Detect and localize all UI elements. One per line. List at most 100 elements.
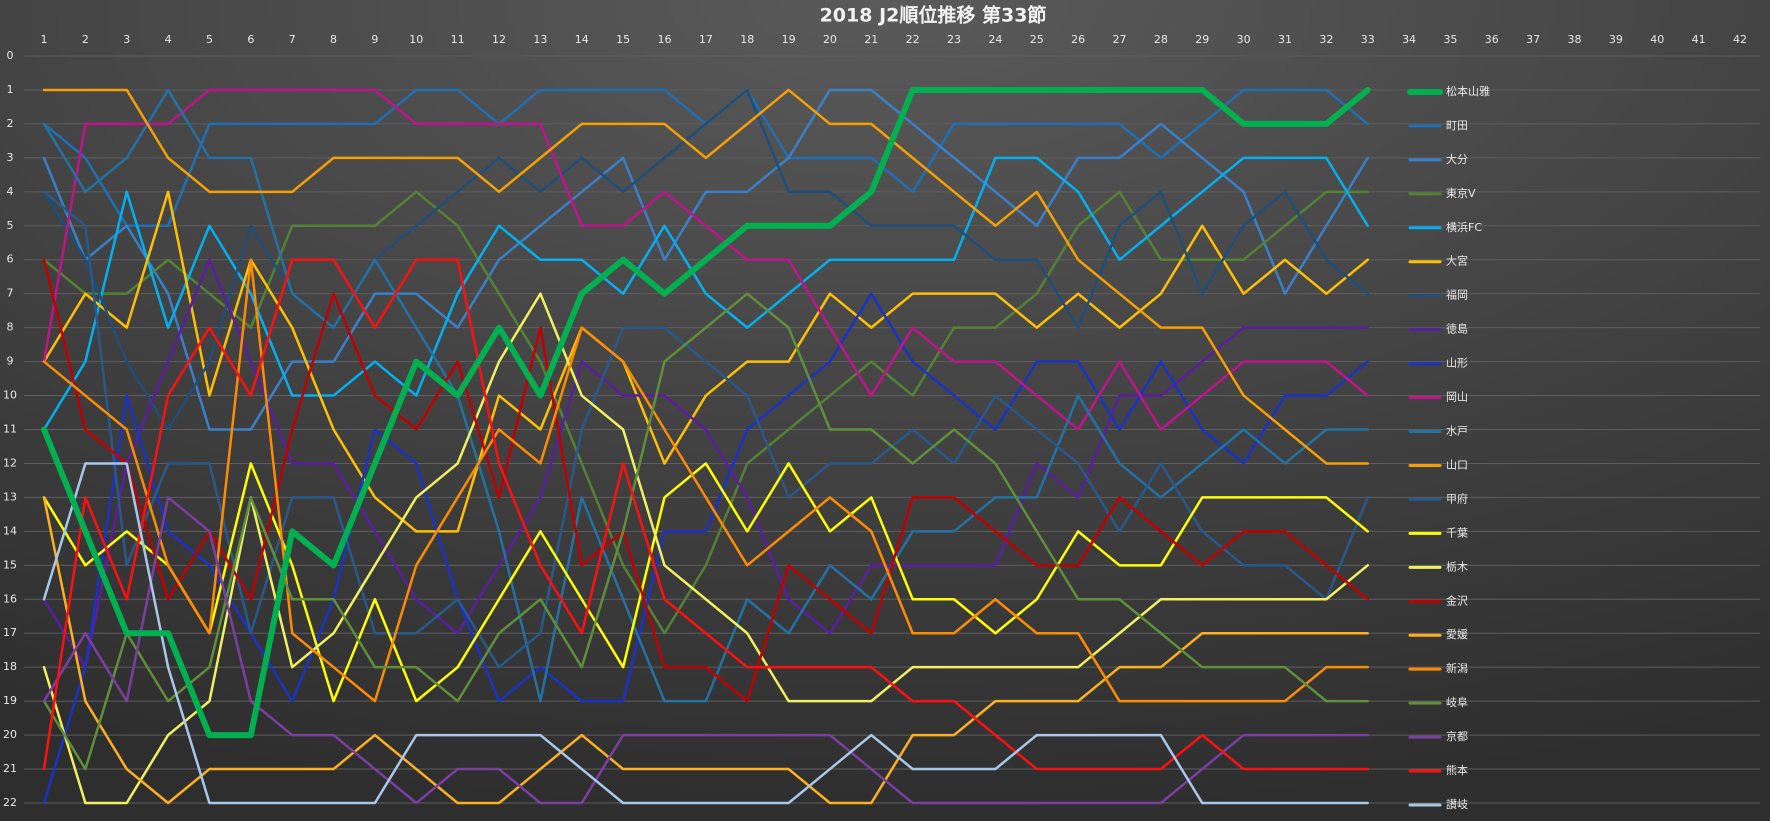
legend-label: 金沢 bbox=[1446, 593, 1468, 607]
legend-label: 熊本 bbox=[1446, 763, 1468, 777]
y-tick-label: 11 bbox=[3, 423, 17, 436]
x-tick-label: 17 bbox=[699, 33, 713, 46]
y-tick-label: 15 bbox=[3, 558, 17, 571]
chart-title: 2018 J2順位推移 第33節 bbox=[820, 4, 1047, 27]
x-tick-label: 7 bbox=[289, 33, 296, 46]
plot bbox=[41, 86, 1371, 805]
legend-label: 岡山 bbox=[1446, 391, 1468, 404]
legend-label: 栃木 bbox=[1446, 559, 1468, 573]
x-tick-label: 15 bbox=[616, 33, 630, 46]
legend-label: 徳島 bbox=[1446, 322, 1468, 336]
x-tick-label: 38 bbox=[1568, 33, 1582, 46]
legend-label: 岐阜 bbox=[1446, 696, 1468, 709]
x-tick-label: 3 bbox=[123, 33, 130, 46]
legend-label: 山口 bbox=[1446, 458, 1468, 471]
y-tick-label: 13 bbox=[3, 490, 17, 503]
x-tick-label: 29 bbox=[1195, 33, 1209, 46]
y-tick-label: 17 bbox=[3, 626, 17, 639]
x-tick-label: 11 bbox=[451, 33, 465, 46]
x-tick-label: 30 bbox=[1237, 33, 1251, 46]
x-tick-label: 28 bbox=[1154, 33, 1168, 46]
y-tick-label: 20 bbox=[3, 728, 17, 741]
x-tick-label: 19 bbox=[782, 33, 796, 46]
x-tick-label: 24 bbox=[988, 33, 1002, 46]
series-line bbox=[42, 258, 1369, 703]
x-tick-label: 25 bbox=[1030, 33, 1044, 46]
y-tick-label: 19 bbox=[3, 694, 17, 707]
y-tick-label: 5 bbox=[7, 219, 14, 232]
x-tick-label: 34 bbox=[1402, 33, 1416, 46]
series-line bbox=[42, 292, 1369, 805]
x-tick-label: 40 bbox=[1650, 33, 1664, 46]
x-tick-label: 41 bbox=[1692, 33, 1706, 46]
x-tick-label: 20 bbox=[823, 33, 837, 46]
series-line bbox=[42, 88, 1369, 465]
x-tick-label: 33 bbox=[1361, 33, 1375, 46]
series-line bbox=[42, 88, 1369, 431]
y-tick-label: 21 bbox=[3, 762, 17, 775]
x-tick-label: 42 bbox=[1733, 33, 1747, 46]
x-tick-label: 27 bbox=[1113, 33, 1127, 46]
series-line bbox=[41, 86, 1371, 739]
series-line bbox=[42, 462, 1369, 805]
x-tick-label: 10 bbox=[409, 33, 423, 46]
y-tick-label: 3 bbox=[7, 151, 14, 164]
y-tick-label: 14 bbox=[3, 524, 17, 537]
y-tick-label: 12 bbox=[3, 456, 17, 469]
x-tick-label: 39 bbox=[1609, 33, 1623, 46]
x-tick-label: 37 bbox=[1526, 33, 1540, 46]
y-tick-label: 4 bbox=[7, 185, 14, 198]
y-tick-label: 0 bbox=[7, 49, 14, 62]
legend-label: 千葉 bbox=[1446, 525, 1468, 539]
legend-label: 甲府 bbox=[1446, 491, 1468, 505]
x-tick-label: 23 bbox=[947, 33, 961, 46]
x-tick-label: 26 bbox=[1071, 33, 1085, 46]
legend-label: 新潟 bbox=[1446, 661, 1468, 675]
x-tick-label: 8 bbox=[330, 33, 337, 46]
y-tick-label: 2 bbox=[7, 117, 14, 130]
y-tick-label: 22 bbox=[3, 796, 17, 809]
series-line bbox=[42, 292, 1369, 771]
x-tick-label: 36 bbox=[1485, 33, 1499, 46]
series-line bbox=[42, 156, 1369, 431]
x-tick-label: 4 bbox=[165, 33, 172, 46]
series-line bbox=[42, 190, 1369, 533]
x-tick-label: 1 bbox=[41, 33, 48, 46]
legend-label: 横浜FC bbox=[1446, 220, 1482, 234]
x-tick-label: 14 bbox=[575, 33, 589, 46]
y-tick-label: 9 bbox=[7, 355, 14, 368]
legend-label: 京都 bbox=[1446, 729, 1468, 743]
y-tick-label: 10 bbox=[3, 389, 17, 402]
series-line bbox=[42, 496, 1369, 805]
legend-label: 福岡 bbox=[1446, 288, 1468, 302]
x-tick-label: 13 bbox=[533, 33, 547, 46]
series-line bbox=[42, 462, 1369, 703]
y-tick-label: 16 bbox=[3, 592, 17, 605]
legend-label: 東京V bbox=[1446, 186, 1476, 200]
legend-label: 大宮 bbox=[1446, 254, 1468, 268]
series-line bbox=[42, 88, 1369, 431]
x-tick-label: 35 bbox=[1443, 33, 1457, 46]
x-tick-label: 9 bbox=[371, 33, 378, 46]
y-tick-label: 8 bbox=[7, 321, 14, 334]
x-tick-label: 22 bbox=[906, 33, 920, 46]
x-tick-label: 6 bbox=[247, 33, 254, 46]
x-tick-label: 12 bbox=[492, 33, 506, 46]
x-tick-label: 16 bbox=[657, 33, 671, 46]
x-tick-label: 5 bbox=[206, 33, 213, 46]
legend-label: 松本山雅 bbox=[1446, 84, 1490, 98]
x-tick-label: 2 bbox=[82, 33, 89, 46]
x-tick-label: 32 bbox=[1319, 33, 1333, 46]
x-tick-label: 31 bbox=[1278, 33, 1292, 46]
y-tick-label: 1 bbox=[7, 83, 14, 96]
y-tick-label: 6 bbox=[7, 253, 14, 266]
legend-label: 愛媛 bbox=[1446, 627, 1468, 641]
legend-label: 讃岐 bbox=[1446, 798, 1468, 811]
y-tick-label: 18 bbox=[3, 660, 17, 673]
y-tick-label: 7 bbox=[7, 287, 14, 300]
legend-label: 大分 bbox=[1446, 152, 1468, 166]
legend-label: 水戸 bbox=[1446, 425, 1468, 438]
